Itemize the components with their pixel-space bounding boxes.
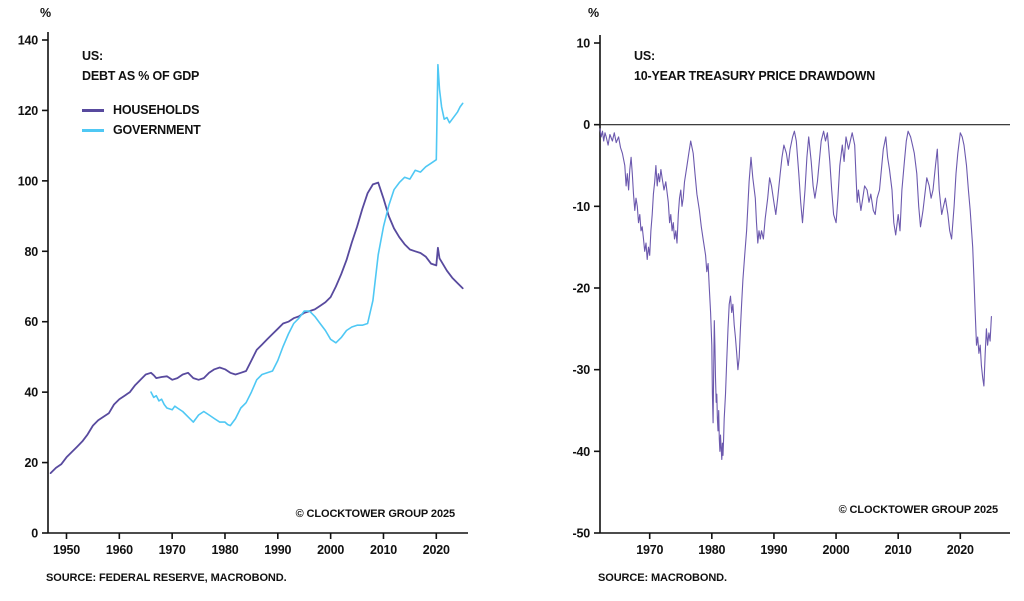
chart-left: 0 20 40 60 80 100 120 140 1950 1960 1970 1980 1990 20… [18, 32, 468, 557]
legend-label-households: HOUSEHOLDS [113, 103, 200, 117]
series-10-year-treasury-drawdown [599, 128, 992, 461]
chart-title-left: US: DEBT AS % OF GDP [82, 46, 199, 86]
legend-item-government: GOVERNMENT [82, 120, 201, 140]
y-tick-label: 0 [583, 118, 590, 132]
series-government [150, 63, 464, 427]
y-axis-unit-left: % [40, 6, 52, 20]
y-tick-label: 80 [24, 245, 38, 259]
x-tick-label: 1970 [159, 543, 186, 557]
y-tick-label: -50 [573, 527, 591, 541]
y-tick-label: 40 [24, 386, 38, 400]
legend-label-government: GOVERNMENT [113, 123, 201, 137]
watermark-right: © CLOCKTOWER GROUP 2025 [838, 504, 999, 516]
y-tick-label: -10 [573, 200, 591, 214]
y-tick-label: 60 [24, 315, 38, 329]
x-tick-label: 2010 [885, 543, 912, 557]
chart-title-right-line1: US: [634, 49, 655, 63]
series-households [49, 181, 464, 474]
watermark-left: © CLOCKTOWER GROUP 2025 [295, 508, 456, 520]
y-tick-label: -40 [573, 445, 591, 459]
legend: HOUSEHOLDS GOVERNMENT [82, 100, 201, 140]
y-tick-label: 0 [31, 527, 38, 541]
chart-right: -50 -40 -30 -20 -10 0 10 1970 1980 1990 2000 2010 20… [573, 35, 1010, 557]
chart-title-right-line2: 10-YEAR TREASURY PRICE DRAWDOWN [634, 69, 876, 83]
y-tick-label: 140 [18, 34, 39, 48]
y-tick-label: -30 [573, 363, 591, 377]
x-tick-label: 2010 [370, 543, 397, 557]
x-tick-label: 1970 [636, 543, 663, 557]
x-tick-label: 2020 [947, 543, 974, 557]
chart-title-left-line2: DEBT AS % OF GDP [82, 69, 200, 83]
chart-title-left-line1: US: [82, 49, 103, 63]
legend-swatch-government [82, 128, 104, 132]
x-tick-label: 2020 [423, 543, 450, 557]
x-tick-label: 1950 [53, 543, 80, 557]
y-tick-label: 120 [18, 104, 39, 118]
x-tick-label: 1980 [698, 543, 725, 557]
source-note-left: SOURCE: FEDERAL RESERVE, MACROBOND. [46, 572, 287, 584]
chart-title-right: US: 10-YEAR TREASURY PRICE DRAWDOWN [634, 46, 875, 86]
x-tick-label: 2000 [823, 543, 850, 557]
y-tick-label: 20 [24, 456, 38, 470]
legend-swatch-households [82, 108, 104, 112]
legend-item-households: HOUSEHOLDS [82, 100, 201, 120]
x-tick-label: 1990 [264, 543, 291, 557]
x-tick-label: 1960 [106, 543, 133, 557]
y-tick-label: 10 [576, 37, 590, 51]
y-axis-unit-right: % [588, 6, 600, 20]
x-tick-label: 1980 [211, 543, 238, 557]
x-tick-label: 1990 [760, 543, 787, 557]
y-tick-label: 100 [18, 174, 39, 188]
source-note-right: SOURCE: MACROBOND. [598, 572, 727, 584]
x-tick-label: 2000 [317, 543, 344, 557]
y-tick-label: -20 [573, 282, 591, 296]
